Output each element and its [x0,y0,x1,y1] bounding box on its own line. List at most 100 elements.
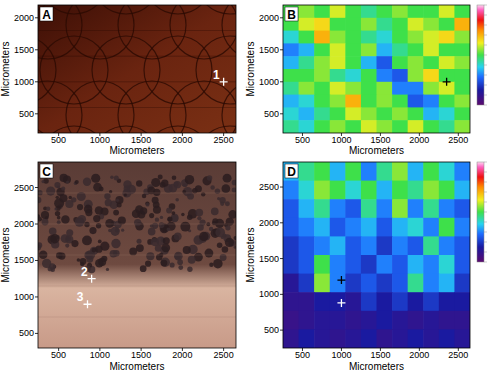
heat-cell [454,255,470,274]
x-tick-label: 2500 [214,135,234,145]
heat-cell [314,5,330,18]
x-tick-label: 2500 [448,350,468,360]
heat-cell [454,274,470,293]
corrosion-spot [181,213,185,217]
heat-cell [439,181,455,200]
y-tick [280,49,283,50]
heat-cell [361,255,377,274]
stitch-line [38,107,236,108]
heat-cell [299,18,315,31]
heat-cell [439,236,455,255]
stitch-line [38,255,236,256]
corrosion-spot [56,252,63,259]
heat-cell [299,107,315,120]
y-tick-label: 500 [19,328,34,338]
corrosion-spot [75,217,85,227]
heat-cell [423,18,439,31]
corrosion-spot [223,174,232,183]
x-tick-label: 1500 [131,350,151,360]
corrosion-spot [232,188,236,193]
heat-cell [345,218,361,237]
heat-cell [314,56,330,69]
heat-cell [330,311,346,330]
heat-cell [345,82,361,95]
colorbar-tick [484,65,487,66]
corrosion-spot [121,229,124,232]
colorbar-tick [484,55,487,56]
y-axis-label: Micrometers [0,227,11,282]
y-tick [35,49,38,50]
corrosion-spot [146,203,150,207]
grain-boundary [92,126,160,133]
marker-label: 1 [213,68,220,82]
heat-cell [314,329,330,348]
corrosion-spot [118,216,126,224]
heat-cell [377,107,393,120]
heat-cell [330,56,346,69]
cross-marker [84,300,92,308]
heat-cell [330,292,346,311]
stitch-line [38,224,236,225]
x-tick-label: 1500 [370,135,390,145]
heat-cell [392,43,408,56]
heat-cell [299,82,315,95]
heat-cell [283,120,299,133]
y-tick [35,224,38,225]
heat-cell [423,107,439,120]
heat-cell [283,56,299,69]
heat-cell [408,56,424,69]
heat-cell [454,199,470,218]
grain-boundary [38,81,82,133]
plot-area [283,162,470,348]
heat-cell [283,199,299,218]
heat-cell [423,31,439,44]
corrosion-spot [71,240,78,247]
corrosion-spot [55,211,60,216]
corrosion-spot [166,227,170,231]
heat-cell [330,107,346,120]
grain-boundary [196,126,236,133]
x-tick-label: 1000 [90,350,110,360]
corrosion-spot [93,183,102,192]
grain-boundary [144,126,212,133]
heat-cell [408,311,424,330]
colorbar-tick [484,45,487,46]
grain-boundary [92,5,160,14]
panel: 50010001500200025005001000150020002500Mi… [245,162,487,372]
heat-cell [439,292,455,311]
colorbar [477,5,484,105]
x-tick-label: 500 [51,135,66,145]
corrosion-spot [225,238,234,247]
grain-boundary [170,5,236,59]
corrosion-spot [106,268,109,271]
heat-cell [330,236,346,255]
heat-cell [408,274,424,293]
heat-cell [454,69,470,82]
corrosion-spot [80,258,87,265]
corrosion-spot [110,175,114,179]
heat-cell [454,18,470,31]
y-tick [280,17,283,18]
y-tick [35,260,38,261]
heat-cell [330,329,346,348]
heat-cell [392,107,408,120]
heat-cell [330,82,346,95]
x-tick-label: 2500 [214,350,234,360]
y-tick-label: 2000 [14,219,34,229]
heat-cell [408,329,424,348]
y-tick [280,113,283,114]
panel: 5001000150020002500500100015002000Microm… [245,5,487,156]
heat-cell [330,120,346,133]
y-tick [35,296,38,297]
cross-marker [337,276,345,284]
heat-cell [345,199,361,218]
heat-cell [345,236,361,255]
heat-cell [314,69,330,82]
x-tick-label: 500 [295,135,310,145]
heat-cell [299,218,315,237]
heat-cell [283,236,299,255]
heat-cell [314,162,330,181]
micrograph [38,162,236,348]
heat-cell [361,82,377,95]
corrosion-spot [204,249,213,258]
